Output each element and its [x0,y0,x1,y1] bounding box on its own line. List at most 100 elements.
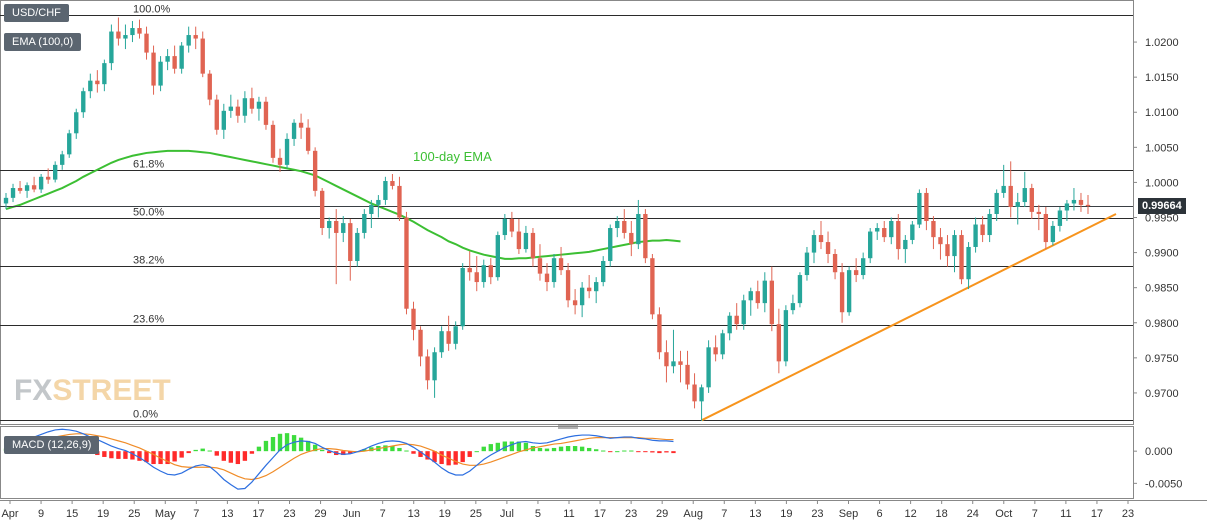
candle-body [411,308,416,330]
macd-histogram-bar [629,450,634,452]
candle-body [348,223,353,262]
macd-histogram-bar [390,446,395,452]
time-axis-label: Oct [995,508,1012,520]
candle-body [586,287,592,292]
candle-body [544,273,550,283]
candle-body [45,176,51,180]
macd-histogram-bar [144,451,149,463]
candle-body [249,98,255,109]
macd-histogram-bar [657,451,662,454]
time-axis-label: 5 [535,508,541,520]
candle-body [594,282,599,292]
candle-body [516,231,522,250]
candle-body [636,213,641,245]
time-axis-label: 11 [563,508,574,520]
candle-body [390,181,395,186]
time-axis-label: May [155,508,176,520]
macd-indicator-badge[interactable]: MACD (12,26,9) [4,436,100,454]
candle-body [214,99,219,130]
time-axis-label: 23 [811,508,823,520]
candle-body [334,221,339,233]
macd-histogram-bar [327,451,332,454]
macd-histogram-bar [270,437,276,452]
macd-histogram-bar [425,451,430,460]
candle-body [882,228,887,238]
candle-body [327,221,332,229]
macd-histogram-bar [165,451,170,465]
candle-body [783,310,789,362]
candle-body [601,261,606,283]
macd-histogram-bar [362,449,367,452]
time-axis-label: 13 [221,508,233,520]
candle-body [622,221,627,233]
macd-histogram-bar [671,451,676,454]
time-axis-label: 17 [1091,508,1103,520]
ema-100-line [5,149,681,260]
candle-body [931,221,936,238]
fxstreet-watermark-logo: FXSTREET [14,374,171,407]
candle-body [88,80,93,92]
candle-body [839,272,845,313]
macd-histogram-bar [615,451,620,453]
time-axis-label: 17 [252,508,264,520]
candle-body [74,112,79,134]
candle-body [60,154,65,165]
candle-body [242,98,248,116]
candle-body [797,275,803,304]
macd-histogram-bar [348,451,353,454]
candle-body [467,268,472,273]
macd-histogram-bar [502,441,508,452]
candle-body [903,239,908,250]
candle-body [116,31,121,39]
macd-signal-line [5,433,674,481]
symbol-badge[interactable]: USD/CHF [4,4,69,22]
candle-body [853,270,859,276]
macd-histogram-bar [291,435,297,452]
candle-body [790,303,796,311]
candle-body [1057,210,1063,226]
time-axis-label: Jun [343,508,361,520]
macd-histogram-bar [305,440,311,452]
candle-body [1001,185,1006,193]
candle-body [81,91,86,113]
macd-histogram-bar [565,446,571,452]
candle-body [1008,185,1013,207]
candle-body [706,347,711,388]
candle-body [924,192,929,222]
candle-body [994,192,999,214]
ascending-support-trendline [701,213,1117,422]
candle-body [832,253,838,273]
price-axis-label: 0.9700 [1145,388,1179,400]
time-axis-label: 18 [936,508,948,520]
candle-body [481,265,486,283]
candle-body [860,258,866,276]
candle-body [495,235,500,278]
fibonacci-level-label: 23.6% [133,314,164,326]
macd-histogram-bar [256,446,262,452]
candle-body [572,300,578,306]
ema-100-annotation: 100-day EMA [413,149,492,164]
macd-histogram-bar [439,451,444,465]
ema-indicator-badge[interactable]: EMA (100,0) [4,33,82,51]
candle-body [256,101,262,109]
candle-body [692,384,697,402]
candle-body [938,237,943,245]
macd-histogram-bar [221,451,226,461]
macd-histogram-bar [249,451,255,454]
candle-body [488,265,493,278]
candle-body [804,252,810,276]
candle-body [966,246,971,280]
candle-body [24,185,30,191]
candle-body [179,45,184,69]
macd-histogram-bar [418,451,423,457]
time-axis-label: 6 [876,508,882,520]
candle-body [952,235,957,257]
candle-body [608,228,613,262]
candle-body [551,258,557,283]
candle-body [685,364,690,385]
candle-body [678,361,683,365]
candle-body [910,224,915,240]
candle-body [650,258,655,315]
macd-histogram-bar [383,445,388,452]
price-axis-label: 0.9800 [1145,318,1179,330]
